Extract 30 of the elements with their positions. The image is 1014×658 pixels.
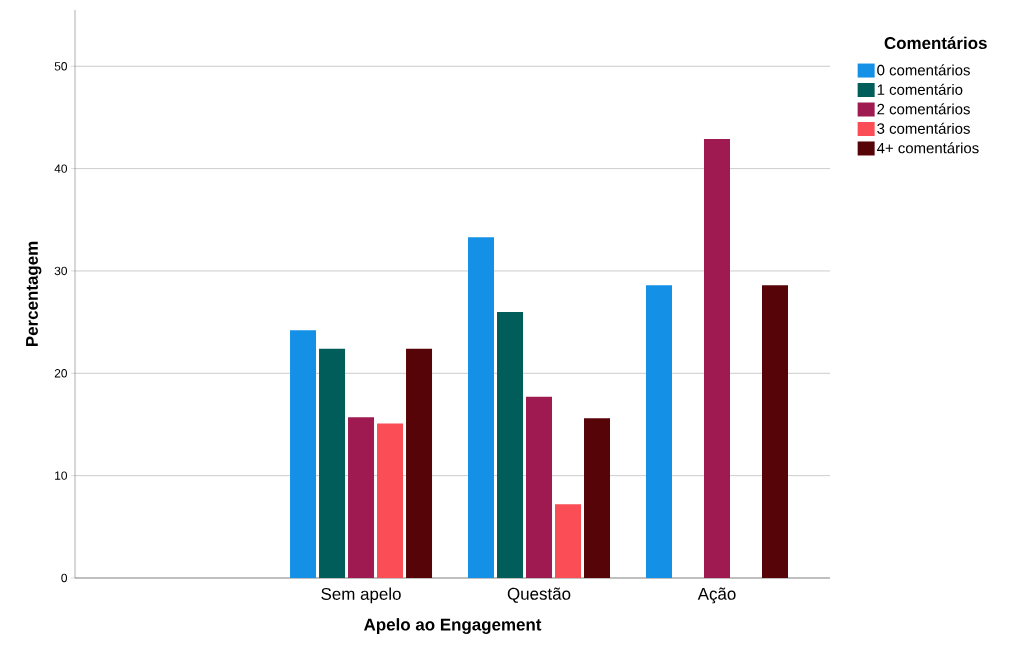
legend-label: 0 comentários xyxy=(877,64,970,76)
legend-label: 1 comentário xyxy=(877,83,963,95)
bar xyxy=(555,504,582,578)
bar xyxy=(526,396,553,578)
y-tick-label: 0 xyxy=(61,573,68,583)
y-axis-title: Percentagem xyxy=(26,241,42,347)
bar xyxy=(584,418,611,578)
x-tick-label: Sem apelo xyxy=(321,587,401,604)
bar xyxy=(646,285,672,578)
bar xyxy=(497,311,524,578)
bar xyxy=(704,138,730,578)
x-tick-label: Ação xyxy=(697,587,736,604)
legend-label: 3 comentários xyxy=(877,122,970,134)
bar xyxy=(377,423,404,578)
y-tick-label: 30 xyxy=(54,266,68,276)
bar xyxy=(468,237,495,578)
legend-label: 2 comentários xyxy=(877,103,970,115)
legend-title: Comentários xyxy=(884,36,987,50)
bar xyxy=(762,285,788,578)
bar xyxy=(406,348,433,578)
bar xyxy=(348,417,375,578)
y-tick-label: 40 xyxy=(54,164,68,173)
y-tick-label: 10 xyxy=(55,471,68,480)
x-tick-label: Questão xyxy=(507,587,571,603)
legend-label: 4+ comentários xyxy=(876,142,979,154)
x-axis-title: Apelo ao Engagement xyxy=(364,618,542,634)
bar xyxy=(290,330,317,578)
bar xyxy=(319,348,346,578)
y-tick-label: 20 xyxy=(54,369,68,378)
y-tick-label: 50 xyxy=(54,62,68,71)
